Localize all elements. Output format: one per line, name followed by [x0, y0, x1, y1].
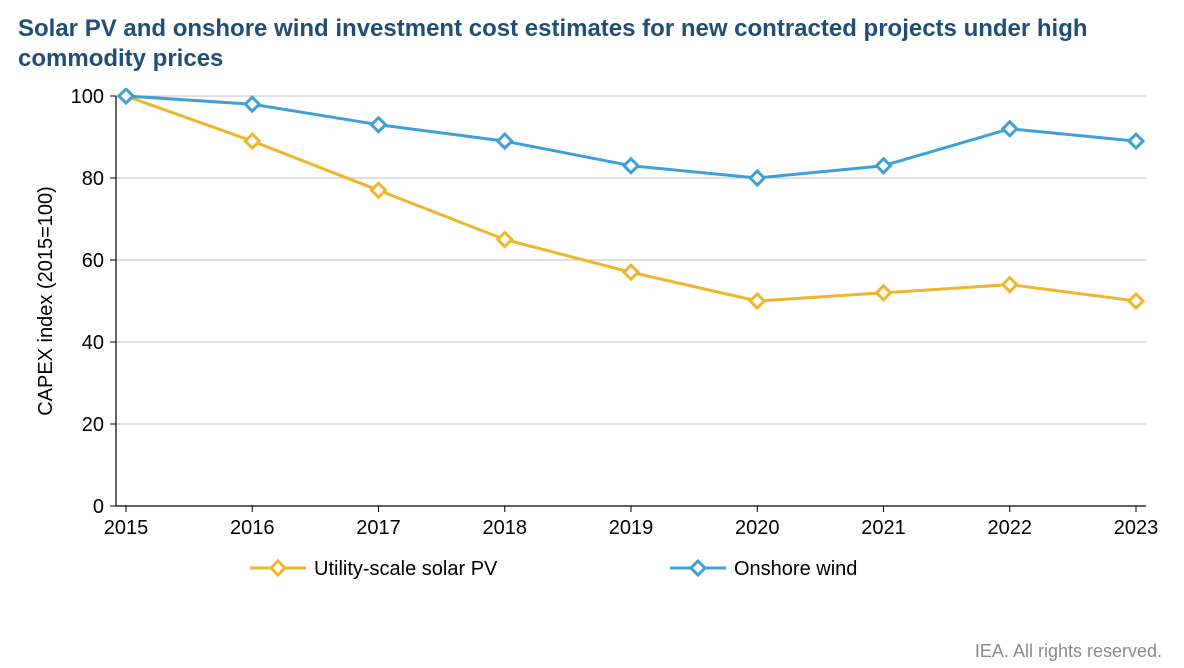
x-tick-label: 2019: [609, 517, 654, 539]
x-tick-label: 2023: [1114, 517, 1159, 539]
x-tick-label: 2022: [988, 517, 1033, 539]
legend-label: Utility-scale solar PV: [314, 558, 498, 580]
y-tick-label: 80: [82, 168, 104, 190]
x-tick-label: 2018: [483, 517, 528, 539]
x-tick-label: 2016: [230, 517, 275, 539]
y-tick-label: 100: [71, 88, 104, 108]
y-tick-label: 20: [82, 414, 104, 436]
chart-container: 0 20 40 60 80 100 CAPEX index (2015=100) 2015 20…: [18, 88, 1166, 608]
y-tick-label: 0: [93, 496, 104, 518]
x-tick-label: 2021: [861, 517, 906, 539]
y-tick-label: 60: [82, 250, 104, 272]
x-tick-label: 2015: [104, 517, 149, 539]
y-tick-label: 40: [82, 332, 104, 354]
legend-label: Onshore wind: [734, 558, 857, 580]
chart-title: Solar PV and onshore wind investment cos…: [18, 14, 1138, 74]
x-tick-label: 2020: [735, 517, 780, 539]
y-axis-title: CAPEX index (2015=100): [35, 186, 57, 416]
attribution: IEA. All rights reserved.: [975, 641, 1162, 662]
x-tick-label: 2017: [356, 517, 401, 539]
line-chart: 0 20 40 60 80 100 CAPEX index (2015=100) 2015 20…: [18, 88, 1166, 608]
